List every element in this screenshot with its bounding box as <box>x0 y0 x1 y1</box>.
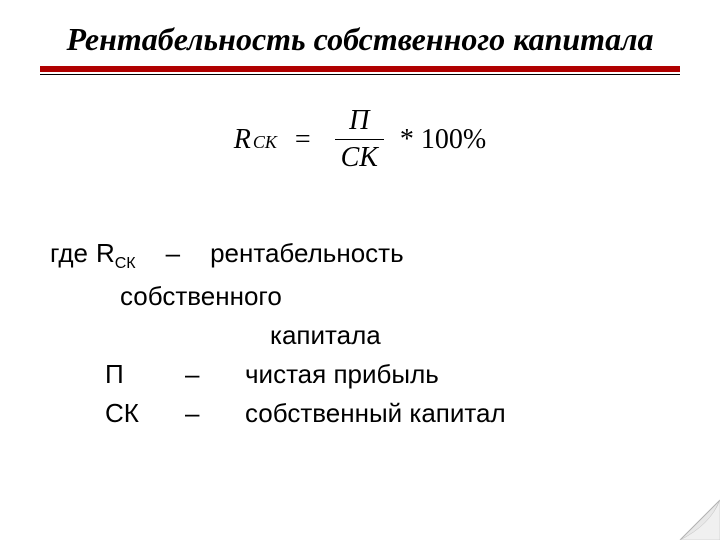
formula: R СК = П СК * 100% <box>40 105 680 174</box>
def-desc-2: чистая прибыль <box>245 355 680 394</box>
definition-line-3: СК – собственный капитал <box>50 394 680 433</box>
formula-multiplier: * 100% <box>400 124 486 156</box>
formula-lhs: R СК <box>234 124 277 156</box>
def-desc-1b: собственного <box>50 277 680 316</box>
formula-lhs-subscript: СК <box>253 132 277 153</box>
definitions-block: где RСК – рентабельность собственного ка… <box>40 234 680 432</box>
formula-equals: = <box>295 124 311 156</box>
formula-denominator: СК <box>335 139 384 174</box>
title-underline-thin <box>40 74 680 75</box>
def-desc-1a: рентабельность <box>210 234 404 273</box>
slide-title: Рентабельность собственного капитала <box>40 20 680 58</box>
def-symbol-3: СК <box>105 394 185 433</box>
def-where: где <box>50 234 88 273</box>
formula-fraction: П СК <box>335 105 384 174</box>
def-dash-3: – <box>185 394 245 433</box>
def-dash-2: – <box>185 355 245 394</box>
formula-numerator: П <box>343 105 375 139</box>
formula-lhs-symbol: R <box>234 124 251 156</box>
definition-line-1: где RСК – рентабельность <box>50 234 680 276</box>
page-curl-icon <box>660 480 720 540</box>
title-underline-thick <box>40 66 680 72</box>
def-dash-1: – <box>166 234 180 273</box>
definition-line-2: П – чистая прибыль <box>50 355 680 394</box>
def-symbol-2: П <box>105 355 185 394</box>
def-desc-1c: капитала <box>50 316 680 355</box>
def-symbol-1: RСК <box>96 234 136 276</box>
slide-container: Рентабельность собственного капитала R С… <box>0 0 720 540</box>
def-desc-3: собственный капитал <box>245 394 680 433</box>
